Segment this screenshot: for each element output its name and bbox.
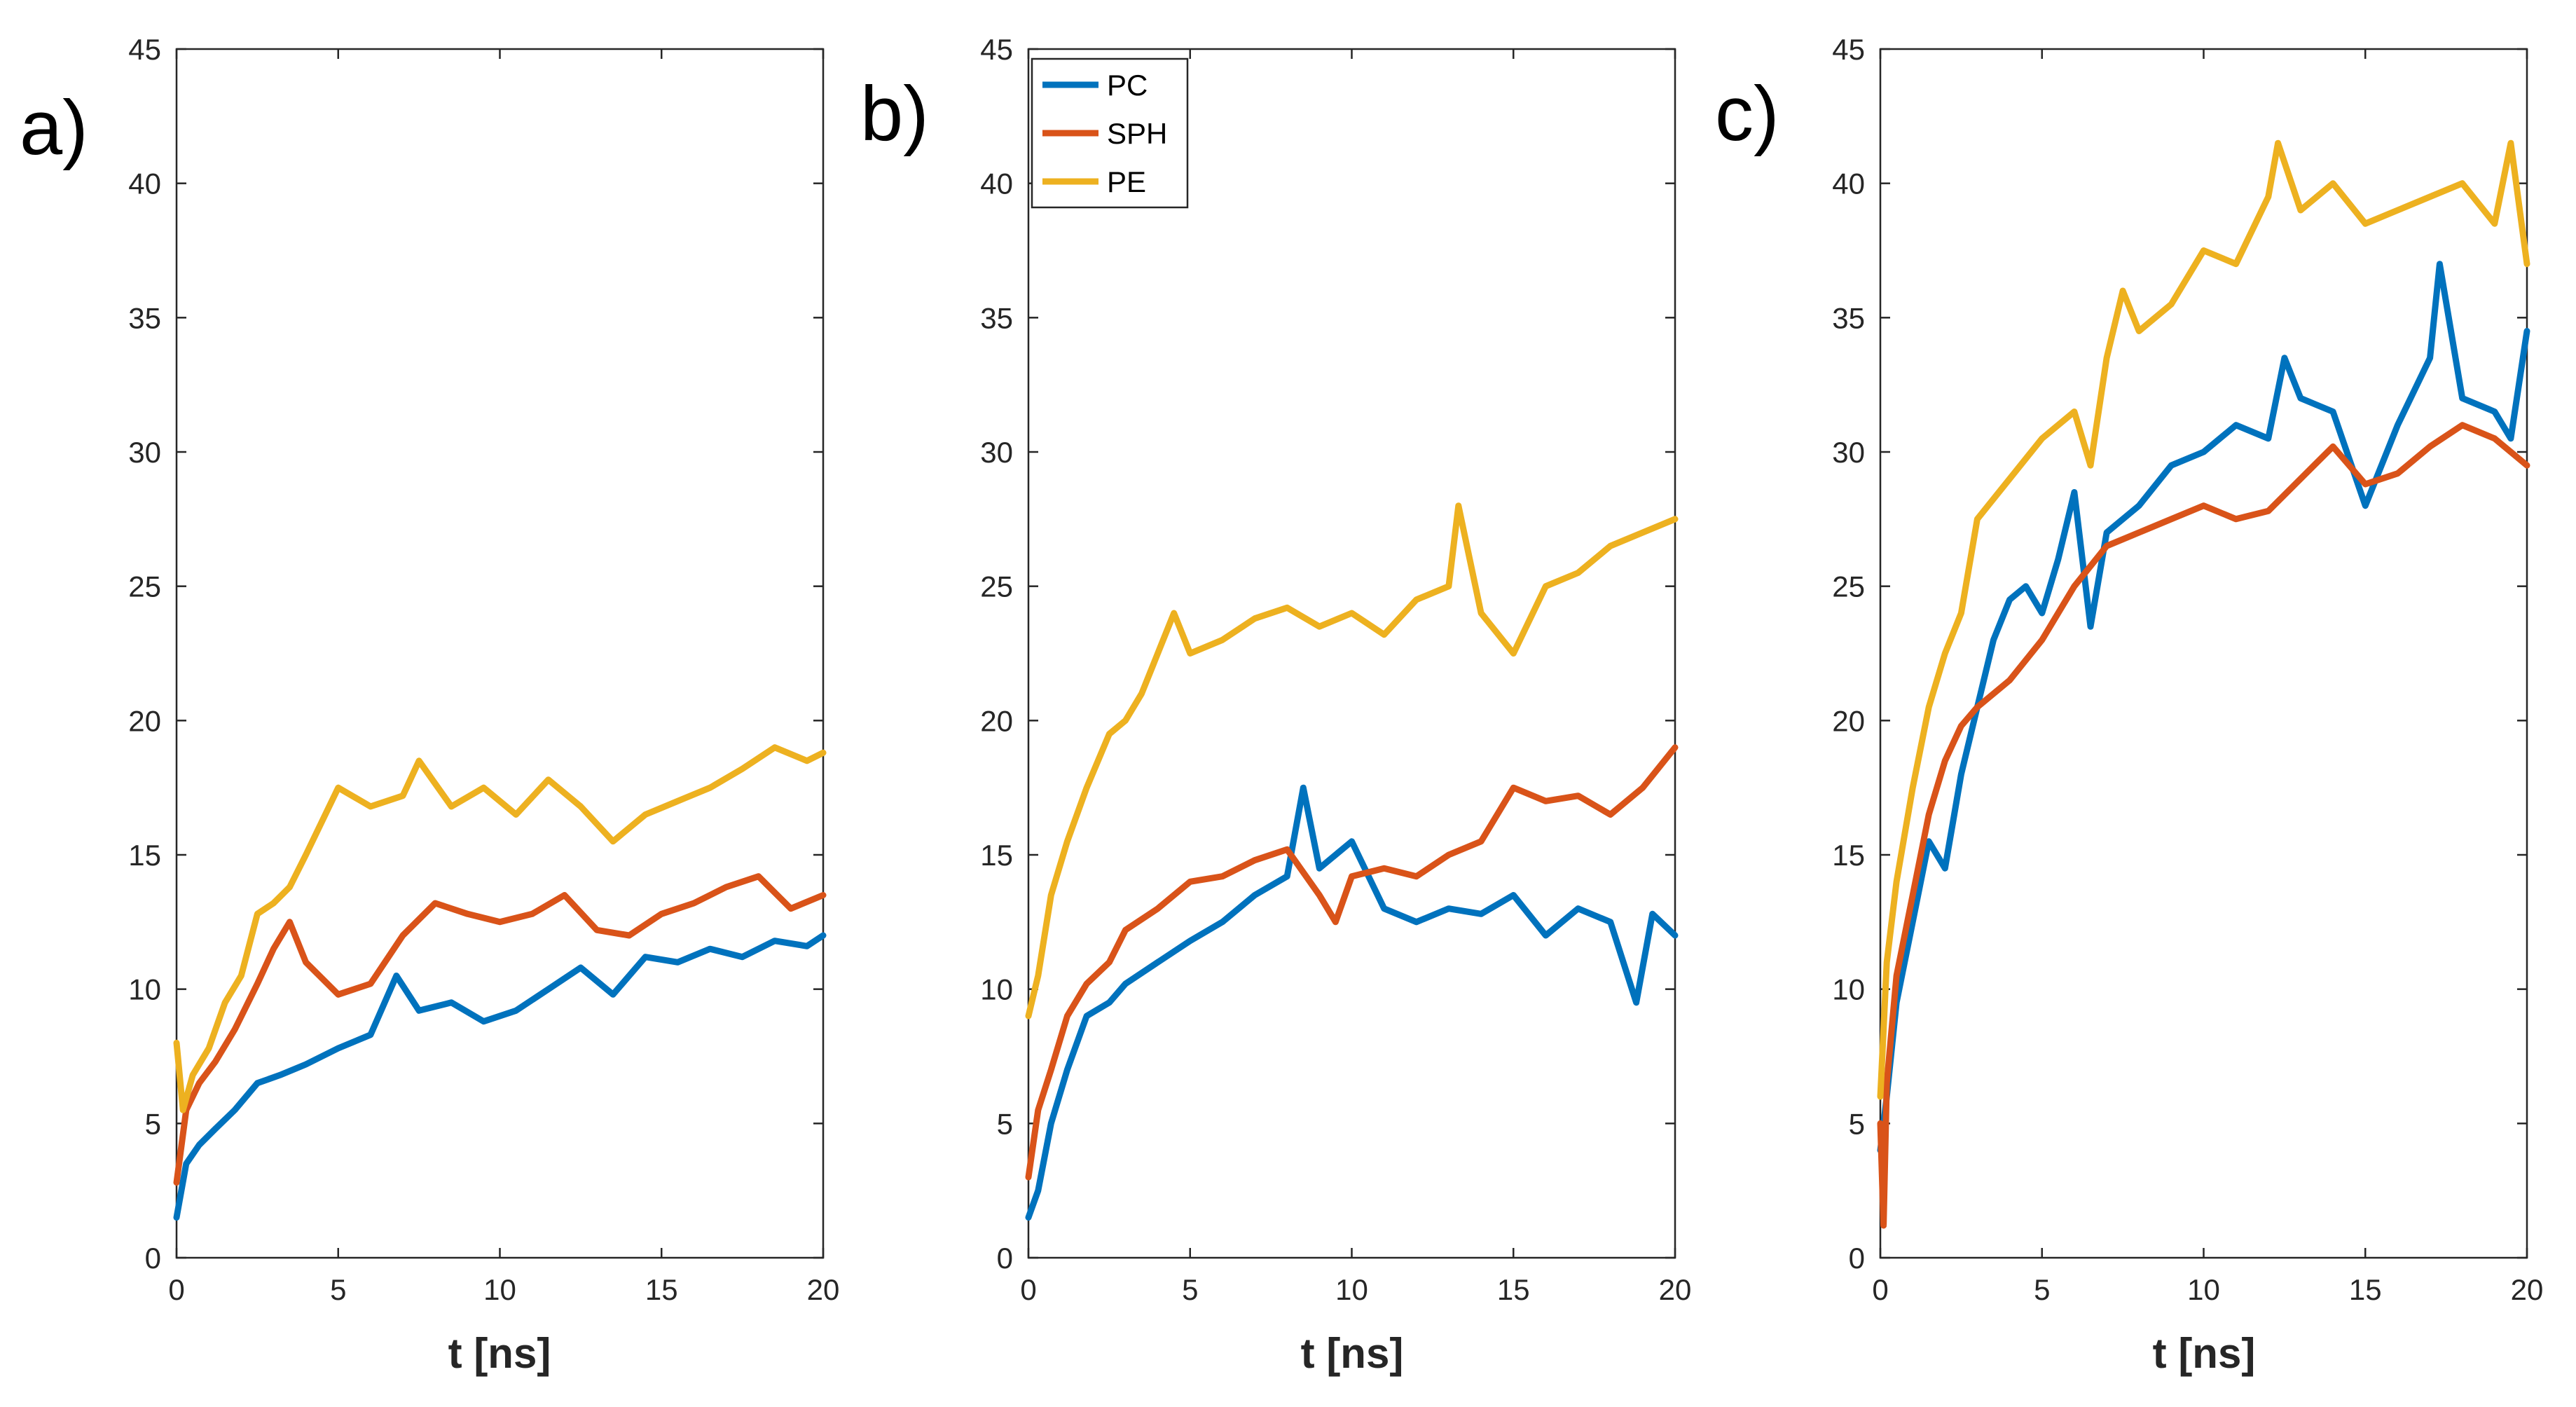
y-tick-label: 0 <box>145 1242 161 1275</box>
legend: PC SPH PE <box>1031 57 1189 209</box>
x-tick-label: 20 <box>1659 1273 1692 1306</box>
x-tick-label: 15 <box>1497 1273 1530 1306</box>
y-tick-label: 0 <box>1849 1242 1865 1275</box>
y-tick-label: 40 <box>128 167 161 200</box>
y-tick-label: 5 <box>1849 1107 1865 1140</box>
series-line-pe-panel-b <box>1025 502 1679 1020</box>
x-tick-label: 10 <box>483 1273 516 1306</box>
panel-a-ticks: 0 5 10 15 20 0 5 10 15 20 25 30 35 40 45 <box>128 33 839 1306</box>
y-tick-label: 10 <box>128 973 161 1006</box>
y-tick-label: 30 <box>1832 436 1865 469</box>
y-tick-label: 0 <box>997 1242 1013 1275</box>
panel-a-axes <box>175 48 825 1259</box>
y-tick-label: 30 <box>128 436 161 469</box>
panel-b-label: b) <box>860 71 929 157</box>
y-tick-label: 25 <box>980 570 1013 603</box>
y-tick-label: 10 <box>980 973 1013 1006</box>
y-tick-label: 10 <box>1832 973 1865 1006</box>
series-line-pe-panel-a <box>173 744 827 1113</box>
y-tick-label: 20 <box>980 704 1013 737</box>
series-line-pe-panel-c <box>1877 139 2530 1100</box>
legend-label-pc: PC <box>1107 69 1148 102</box>
panel-a-series <box>173 744 827 1221</box>
panel-b-ticks: 0 5 10 15 20 0 5 10 15 20 25 30 35 40 45 <box>980 33 1691 1306</box>
x-tick-label: 0 <box>1872 1273 1888 1306</box>
panel-b-axes <box>1027 48 1676 1259</box>
y-tick-label: 40 <box>1832 167 1865 200</box>
panel-a-label: a) <box>20 85 88 171</box>
y-tick-label: 40 <box>980 167 1013 200</box>
panel-c-axes <box>1879 48 2528 1259</box>
panel-b-series <box>1025 502 1679 1221</box>
series-line-pc-panel-c <box>1877 261 2530 1154</box>
y-tick-label: 5 <box>145 1107 161 1140</box>
x-tick-label: 15 <box>2349 1273 2382 1306</box>
y-tick-label: 45 <box>980 33 1013 66</box>
panel-a-xlabel: t [ns] <box>448 1330 551 1377</box>
panel-b-xlabel: t [ns] <box>1301 1330 1404 1377</box>
y-tick-label: 15 <box>980 839 1013 872</box>
y-tick-label: 35 <box>1832 301 1865 334</box>
x-tick-label: 10 <box>2187 1273 2220 1306</box>
x-tick-label: 10 <box>1335 1273 1368 1306</box>
panel-b: b) 0 5 10 15 20 0 5 10 15 20 25 30 35 40 45 t [ns] PC … <box>860 33 1691 1377</box>
y-tick-label: 15 <box>128 839 161 872</box>
panel-c-ticks: 0 5 10 15 20 0 5 10 15 20 25 30 35 40 45 <box>1832 33 2543 1306</box>
series-line-pc-panel-a <box>173 932 827 1221</box>
y-tick-label: 25 <box>128 570 161 603</box>
x-tick-label: 0 <box>168 1273 184 1306</box>
y-tick-label: 5 <box>997 1107 1013 1140</box>
series-line-sph-panel-a <box>173 873 827 1186</box>
x-tick-label: 5 <box>330 1273 346 1306</box>
y-tick-label: 15 <box>1832 839 1865 872</box>
y-tick-label: 35 <box>128 301 161 334</box>
y-tick-label: 45 <box>128 33 161 66</box>
y-tick-label: 20 <box>1832 704 1865 737</box>
y-tick-label: 35 <box>980 301 1013 334</box>
series-line-pc-panel-b <box>1025 784 1679 1221</box>
y-tick-label: 25 <box>1832 570 1865 603</box>
y-tick-label: 20 <box>128 704 161 737</box>
x-tick-label: 5 <box>2034 1273 2050 1306</box>
y-tick-label: 45 <box>1832 33 1865 66</box>
panel-c-series <box>1877 139 2530 1229</box>
y-tick-label: 30 <box>980 436 1013 469</box>
panel-c-xlabel: t [ns] <box>2153 1330 2256 1377</box>
legend-label-sph: SPH <box>1107 117 1167 150</box>
series-line-sph-panel-b <box>1025 744 1679 1181</box>
panel-c: c) 0 5 10 15 20 0 5 10 15 20 25 30 35 40 45 t [ns] <box>1715 33 2543 1377</box>
panel-c-label: c) <box>1715 71 1779 157</box>
x-tick-label: 20 <box>2511 1273 2544 1306</box>
x-tick-label: 5 <box>1182 1273 1198 1306</box>
x-tick-label: 0 <box>1020 1273 1036 1306</box>
series-line-sph-panel-c <box>1877 422 2530 1229</box>
panel-a: a) 0 5 10 15 20 0 5 10 15 20 25 30 35 40 45 t [ns] <box>20 33 839 1377</box>
legend-label-pe: PE <box>1107 165 1146 198</box>
x-tick-label: 20 <box>807 1273 840 1306</box>
x-tick-label: 15 <box>645 1273 678 1306</box>
